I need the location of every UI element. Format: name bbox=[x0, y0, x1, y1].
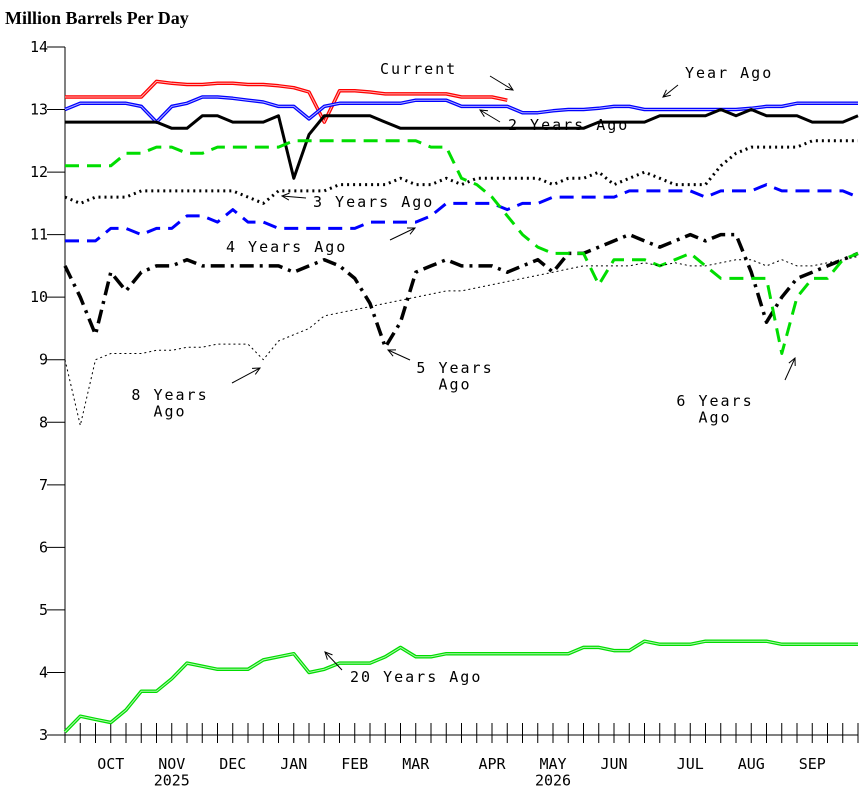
annotation: 6 Years Ago bbox=[676, 392, 753, 427]
series-line-inner bbox=[64, 96, 858, 123]
annotation-arrow bbox=[389, 227, 416, 241]
y-tick-label: 12 bbox=[30, 163, 48, 181]
series-line bbox=[64, 139, 858, 205]
y-tick-label: 14 bbox=[30, 38, 48, 56]
x-tick-label: APR bbox=[478, 755, 506, 773]
arrow-head bbox=[251, 367, 262, 375]
y-tick-label: 6 bbox=[39, 538, 48, 556]
x-tick-label: JUL bbox=[677, 755, 704, 773]
annotation-arrow bbox=[784, 357, 796, 381]
annotation: 20 Years Ago bbox=[350, 668, 482, 686]
y-tick-label: 4 bbox=[39, 663, 48, 681]
annotation: 2 Years Ago bbox=[508, 116, 629, 134]
annotation-arrow bbox=[662, 84, 679, 98]
annotation-arrow bbox=[387, 349, 411, 361]
series-line bbox=[65, 108, 859, 180]
series-line bbox=[65, 139, 859, 355]
series-line bbox=[63, 639, 858, 734]
arrow-head bbox=[386, 349, 397, 357]
x-tick-label: JUN bbox=[600, 755, 627, 773]
arrow-head bbox=[324, 651, 333, 660]
arrow-head bbox=[788, 356, 796, 367]
y-tick-label: 10 bbox=[30, 288, 48, 306]
arrow-head bbox=[662, 89, 671, 98]
chart-title: Million Barrels Per Day bbox=[5, 8, 189, 28]
annotation-arrow bbox=[489, 75, 514, 91]
annotation: 4 Years Ago bbox=[226, 238, 347, 256]
series-line bbox=[63, 232, 859, 349]
y-tick-label: 11 bbox=[30, 226, 48, 244]
annotation: 3 Years Ago bbox=[313, 193, 434, 211]
y-tick-label: 5 bbox=[39, 601, 48, 619]
series-line-inner bbox=[65, 80, 508, 124]
annotation-arrow bbox=[479, 109, 501, 123]
annotation-arrow bbox=[231, 367, 261, 384]
annotation-arrow bbox=[281, 195, 307, 199]
annotation: Current bbox=[380, 60, 457, 78]
series-line bbox=[65, 183, 859, 243]
y-tick-label: 7 bbox=[39, 476, 48, 494]
x-tick-label: JAN bbox=[280, 755, 307, 773]
arrow-head bbox=[406, 227, 417, 235]
y-tick-label: 3 bbox=[39, 726, 48, 744]
x-tick-label: DEC bbox=[219, 755, 246, 773]
y-tick-label: 8 bbox=[39, 413, 48, 431]
x-tick-label: MAY 2026 bbox=[535, 755, 571, 790]
annotation: 5 Years Ago bbox=[416, 359, 493, 394]
x-tick-label: NOV 2025 bbox=[154, 755, 190, 790]
annotation: 8 Years Ago bbox=[131, 386, 208, 421]
series-line bbox=[64, 256, 859, 426]
y-tick-label: 9 bbox=[39, 351, 48, 369]
x-tick-label: MAR bbox=[402, 755, 430, 773]
x-tick-label: OCT bbox=[97, 755, 124, 773]
x-tick-label: AUG bbox=[738, 755, 765, 773]
y-tick-label: 13 bbox=[30, 101, 48, 119]
arrow-head bbox=[504, 83, 514, 91]
x-tick-label: FEB bbox=[341, 755, 368, 773]
annotation-arrow bbox=[324, 651, 343, 671]
annotation: Year Ago bbox=[685, 64, 773, 82]
series-line-inner bbox=[64, 640, 858, 733]
x-tick-label: SEP bbox=[799, 755, 826, 773]
arrow-head bbox=[280, 192, 290, 201]
arrow-head bbox=[479, 109, 489, 117]
